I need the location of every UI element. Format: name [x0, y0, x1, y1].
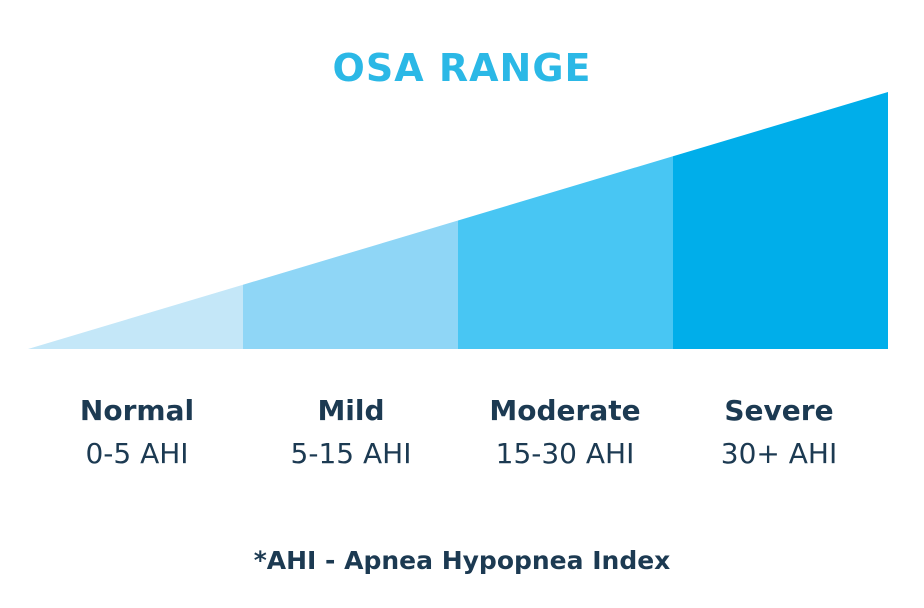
category-normal: Normal 0-5 AHI: [30, 390, 244, 476]
segment-severe: [673, 92, 888, 349]
segment-mild: [243, 220, 458, 349]
category-name: Moderate: [489, 394, 641, 427]
category-range: 15-30 AHI: [495, 437, 635, 470]
footnote: *AHI - Apnea Hypopnea Index: [253, 546, 671, 575]
category-name: Normal: [79, 394, 195, 427]
category-name: Severe: [724, 394, 834, 427]
category-severe: Severe 30+ AHI: [672, 390, 886, 476]
category-mild: Mild 5-15 AHI: [244, 390, 458, 476]
category-range: 5-15 AHI: [290, 437, 412, 470]
segment-normal: [28, 284, 243, 349]
diagram-title: OSA RANGE: [332, 46, 592, 90]
severity-wedge: [28, 92, 888, 349]
category-range: 0-5 AHI: [85, 437, 189, 470]
category-moderate: Moderate 15-30 AHI: [458, 390, 672, 476]
segment-moderate: [458, 156, 673, 349]
category-range: 30+ AHI: [720, 437, 838, 470]
category-name: Mild: [317, 394, 385, 427]
